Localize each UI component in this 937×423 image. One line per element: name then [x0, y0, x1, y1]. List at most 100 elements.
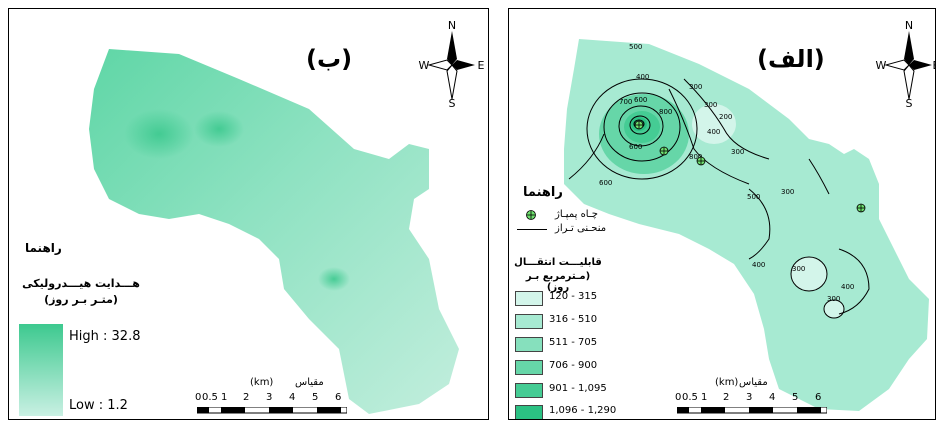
class-label: 901 - 1,095	[549, 383, 607, 394]
legend-low: Low : 1.2	[69, 398, 128, 413]
contour-label: 400	[841, 283, 854, 291]
study-area-shape	[89, 49, 459, 414]
class-label: 120 - 315	[549, 291, 598, 302]
transmissivity-zone	[791, 257, 827, 291]
compass-s: S	[906, 97, 913, 107]
class-legend-item: 901 - 1,095	[515, 383, 645, 398]
contour-label: 400	[752, 261, 765, 269]
class-swatch	[515, 360, 543, 375]
class-swatch	[515, 291, 543, 306]
scale-tick: 0	[195, 392, 202, 403]
legend-heading: راهنما	[25, 241, 62, 255]
legend-title: هـــدایت هیـــدرولیکی	[22, 277, 140, 290]
class-legend-unit: (مـترمربع بـر روز)	[525, 271, 591, 293]
legend-unit: (متـر بـر روز)	[44, 293, 118, 306]
compass-n: N	[905, 19, 913, 32]
well-icon	[659, 146, 669, 156]
hydraulic-conductivity-map	[89, 49, 459, 414]
contour-label: 400	[707, 128, 720, 136]
contour-label: 400	[636, 73, 649, 81]
class-legend-item: 706 - 900	[515, 360, 645, 375]
contour-label: 300	[781, 188, 794, 196]
scale-tick: 5	[792, 392, 799, 403]
high-zone	[124, 109, 194, 159]
scale-tick: 1	[701, 392, 708, 403]
class-label: 706 - 900	[549, 360, 598, 371]
scale-bar-graphic	[197, 407, 347, 414]
panel-title: (الف)	[757, 45, 825, 73]
contour-label: 300	[827, 295, 840, 303]
scale-tick: 3	[266, 392, 273, 403]
transmissivity-zone	[692, 104, 736, 144]
contour-label: 800	[689, 153, 702, 161]
class-swatch	[515, 383, 543, 398]
legend-heading: راهنما	[523, 185, 563, 200]
class-label: 1,096 - 1,290	[549, 405, 617, 416]
compass-n: N	[448, 19, 456, 32]
scale-unit-label: مقیاس	[295, 377, 324, 388]
scale-km-label: (km)	[715, 377, 739, 388]
legend-contour-label: منحـنی تـراز	[555, 223, 607, 234]
class-legend-item: 1,096 - 1,290	[515, 405, 645, 419]
legend-well-label: چـاه پمپـاژ	[555, 209, 598, 220]
north-arrow: N S W E	[417, 17, 487, 110]
scale-tick: 5	[312, 392, 319, 403]
scale-tick: 4	[769, 392, 776, 403]
gradient-legend-bar	[19, 324, 63, 416]
scale-tick: 6	[815, 392, 822, 403]
scale-tick: 0.5	[682, 392, 698, 403]
well-icon	[856, 203, 866, 213]
well-markers	[634, 120, 866, 213]
contour-label: 300	[704, 101, 717, 109]
class-swatch	[515, 337, 543, 352]
class-legend-item: 120 - 315	[515, 291, 645, 306]
scale-tick: 1	[221, 392, 228, 403]
scale-tick: 2	[243, 392, 250, 403]
class-label: 316 - 510	[549, 314, 598, 325]
compass-s: S	[449, 97, 456, 107]
map-panel-b: (ب) N S W E راهنما هـــدایت هیـــدرولیکی…	[8, 8, 489, 420]
class-legend-item: 316 - 510	[515, 314, 645, 329]
map-panel-a: 500 300 400 700 600 800 200 300 300 400 …	[508, 8, 936, 420]
compass-e: E	[478, 59, 485, 72]
scale-bar: مقیاس (km) 0 0.5 1 2 3 4 5 6	[675, 375, 845, 415]
high-zone	[194, 111, 244, 147]
compass-rose-icon: N S W E	[876, 19, 936, 110]
contour-label: 600	[599, 179, 612, 187]
north-arrow: N S W E	[874, 17, 936, 110]
contour-label: 800	[659, 108, 672, 116]
contour-label-group: 500 300 400 700 600 800 200 300 300 400 …	[599, 43, 854, 303]
transmissivity-map: 500 300 400 700 600 800 200 300 300 400 …	[564, 39, 929, 411]
contour-line-symbol	[517, 229, 547, 230]
contour-label: 500	[629, 43, 642, 51]
scale-tick: 3	[746, 392, 753, 403]
scale-bar-graphic	[677, 407, 827, 414]
contour-label: 600	[634, 96, 647, 104]
contour-label: 300	[792, 265, 805, 273]
scale-tick: 0.5	[202, 392, 218, 403]
class-legend-item: 511 - 705	[515, 337, 645, 352]
scale-tick: 2	[723, 392, 730, 403]
scale-unit-label: مقیاس	[739, 377, 768, 388]
high-zone	[318, 267, 350, 291]
class-legend-title: قابلیـــت انتقـــال	[514, 257, 602, 268]
contour-label: 500	[747, 193, 760, 201]
legend-symbols: چـاه پمپـاژ منحـنی تـراز	[517, 209, 635, 239]
contour-lines	[568, 78, 870, 319]
contour-label: 700	[619, 98, 632, 106]
scale-tick: 0	[675, 392, 682, 403]
compass-w: W	[419, 59, 430, 72]
class-swatch	[515, 314, 543, 329]
scale-tick: 6	[335, 392, 342, 403]
well-icon	[634, 120, 644, 130]
contour-label: 200	[719, 113, 732, 121]
class-label: 511 - 705	[549, 337, 598, 348]
compass-e: E	[933, 59, 936, 72]
well-icon	[526, 210, 536, 220]
contour-label: 600	[629, 143, 642, 151]
scale-bar: مقیاس (km) 0 0.5 1 2 3 4 5 6	[195, 375, 365, 415]
compass-w: W	[876, 59, 887, 72]
scale-km-label: (km)	[250, 377, 274, 388]
contour-label: 300	[731, 148, 744, 156]
compass-rose-icon: N S W E	[419, 19, 485, 110]
